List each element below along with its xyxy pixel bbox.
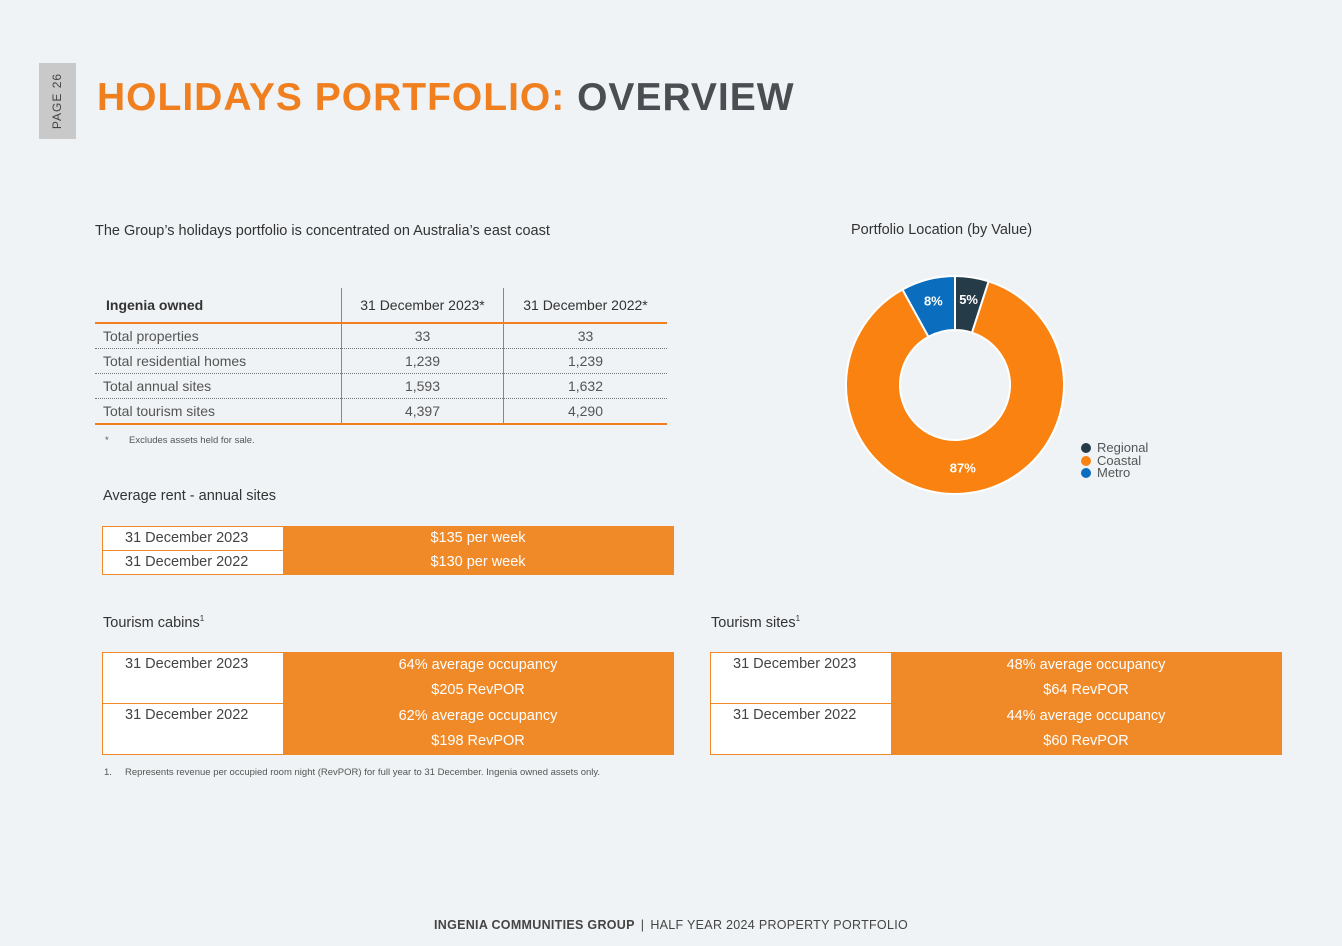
footer-company: INGENIA COMMUNITIES GROUP [433,918,635,932]
occupancy-value: 44% average occupancy [1006,708,1166,724]
donut-label-coastal: 87% [950,461,976,476]
legend-item-coastal: Coastal [1081,452,1148,468]
cell-2023: 1,239 [341,348,504,374]
donut-slice-metro [901,274,956,339]
table-row: 31 December 2023 48% average occupancy $… [711,653,1281,703]
revpor-value: $60 RevPOR [1043,733,1129,749]
footnote-text: Excludes assets held for sale. [129,435,255,446]
footnote-mark: * [105,435,109,446]
revpor-footnote: 1. Represents revenue per occupied room n… [104,767,600,778]
row-label: 31 December 2023 [103,527,283,550]
footnote-ref: 1 [795,614,801,623]
ingenia-owned-table: Ingenia owned 31 December 2023* 31 Decem… [95,288,667,425]
intro-text: The Group’s holidays portfolio is concen… [95,223,550,239]
row-label: Total tourism sites [95,398,342,425]
table-row: 31 December 2023 64% average occupancy $… [103,653,673,703]
row-label: Total annual sites [95,373,342,399]
row-label: 31 December 2022 [711,704,891,754]
donut-slice-coastal [845,280,1065,495]
footer-document: HALF YEAR 2024 PROPERTY PORTFOLIO [650,918,909,932]
footnote-mark: 1. [104,767,112,778]
revpor-value: $64 RevPOR [1043,682,1129,698]
legend-label: Metro [1097,465,1131,480]
table-row: Total tourism sites 4,397 4,290 [95,398,667,425]
title-part-2: OVERVIEW [577,76,795,119]
row-values: 48% average occupancy $64 RevPOR [891,653,1281,703]
chart-title: Portfolio Location (by Value) [851,222,1033,238]
table-row: 31 December 2023 $135 per week [103,527,673,550]
footer-separator: | [640,918,645,932]
cell-2022: 1,632 [503,373,667,399]
donut-label-regional: 5% [959,292,978,307]
table-row: 31 December 2022 62% average occupancy $… [103,703,673,754]
revpor-value: $198 RevPOR [431,733,525,749]
column-header-ingenia-owned: Ingenia owned [95,288,342,324]
occupancy-value: 64% average occupancy [398,657,558,673]
row-label: 31 December 2022 [103,704,283,754]
tourism-sites-table: 31 December 2023 48% average occupancy $… [710,652,1282,755]
title-part-1: HOLIDAYS PORTFOLIO: [97,76,566,119]
table-row: 31 December 2022 $130 per week [103,550,673,574]
row-values: 44% average occupancy $60 RevPOR [891,704,1281,754]
table-row: Total residential homes 1,239 1,239 [95,348,667,374]
tourism-cabins-table: 31 December 2023 64% average occupancy $… [102,652,674,755]
page-title: HOLIDAYS PORTFOLIO: OVERVIEW [97,76,795,120]
revpor-value: $205 RevPOR [431,682,525,698]
legend-item-regional: Regional [1081,440,1149,455]
page-number: PAGE 26 [50,72,65,130]
legend-label: Regional [1097,440,1149,455]
row-values: 64% average occupancy $205 RevPOR [283,653,673,703]
column-header-dec-2023: 31 December 2023* [341,288,504,324]
legend-swatch [1081,443,1091,454]
row-label: 31 December 2022 [103,551,283,574]
cell-2023: 4,397 [341,398,504,425]
cell-2022: 4,290 [503,398,667,425]
tourism-sites-title-text: Tourism sites [711,614,796,631]
occupancy-value: 48% average occupancy [1006,657,1166,673]
portfolio-location-donut-chart: 5% 87% 8% [845,274,1065,495]
tourism-cabins-title-text: Tourism cabins [103,614,200,631]
cell-2023: 1,593 [341,373,504,399]
table-header-row: Ingenia owned 31 December 2023* 31 Decem… [95,288,667,324]
legend-swatch [1081,455,1091,466]
legend-label: Coastal [1097,452,1142,468]
table-row: Total annual sites 1,593 1,632 [95,373,667,399]
cell-2022: 1,239 [503,348,667,374]
row-values: 62% average occupancy $198 RevPOR [283,704,673,754]
cell-2023: 33 [341,323,504,349]
page-number-tab: PAGE 26 [39,63,76,139]
row-label: Total residential homes [95,348,342,374]
page-footer: INGENIA COMMUNITIES GROUP | HALF YEAR 2024… [0,918,1342,932]
row-value: $135 per week [430,530,526,546]
row-label: 31 December 2023 [103,653,283,703]
table-row: 31 December 2022 44% average occupancy $… [711,703,1281,754]
footnote-text: Represents revenue per occupied room nig… [125,767,601,778]
legend-swatch [1081,468,1091,479]
table-footnote: * Excludes assets held for sale. [105,435,255,446]
row-label: Total properties [95,323,342,349]
column-header-dec-2022: 31 December 2022* [503,288,667,324]
tourism-sites-title: Tourism sites1 [711,614,800,631]
legend-item-metro: Metro [1081,465,1148,480]
average-rent-title: Average rent - annual sites [103,488,277,504]
chart-legend: Regional Coastal Metro [1081,440,1149,480]
row-label: 31 December 2023 [711,653,891,703]
cell-2022: 33 [503,323,667,349]
average-rent-table: 31 December 2023 $135 per week 31 Decemb… [102,526,674,575]
row-value: $130 per week [430,554,526,570]
table-row: Total properties 33 33 [95,323,667,349]
footnote-ref: 1 [199,614,205,623]
donut-label-metro: 8% [924,294,943,309]
occupancy-value: 62% average occupancy [398,708,558,724]
tourism-cabins-title: Tourism cabins1 [103,614,204,631]
